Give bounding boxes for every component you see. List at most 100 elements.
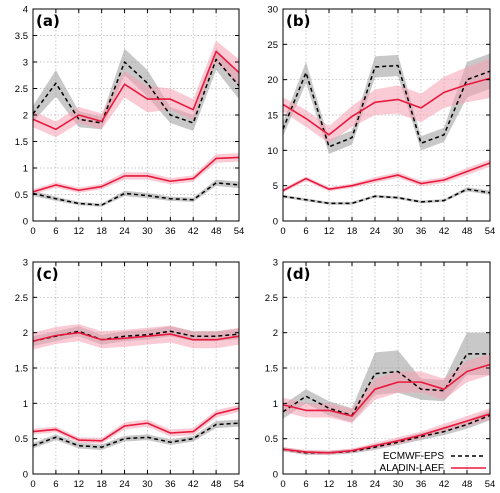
y-tick-label: 30 <box>267 5 278 16</box>
series-line-1 <box>32 50 240 131</box>
y-tick-label: 15 <box>267 111 278 122</box>
legend-label-ecmwf: ECMWF-EPS <box>383 451 444 462</box>
y-tick-label: 1.5 <box>15 364 28 375</box>
x-tick-label: 12 <box>324 479 335 490</box>
series-line-2 <box>282 414 491 454</box>
panel-label: (a) <box>36 12 60 30</box>
series-line-2 <box>32 422 240 448</box>
x-tick-label: 24 <box>119 479 130 490</box>
x-tick-label: 42 <box>188 479 199 490</box>
series-line-3 <box>32 407 240 442</box>
y-tick-label: 0 <box>23 217 28 228</box>
y-tick-label: 3 <box>273 258 278 269</box>
x-tick-label: 0 <box>280 479 285 490</box>
x-tick-label: 54 <box>485 479 496 490</box>
series-line-1 <box>282 363 491 417</box>
series-band-1 <box>283 353 490 424</box>
y-tick-label: 0.5 <box>15 434 28 445</box>
y-tick-label: 5 <box>273 181 278 192</box>
x-tick-label: 30 <box>393 226 404 237</box>
series-band-3 <box>33 153 239 195</box>
x-tick-label: 18 <box>347 479 358 490</box>
y-tick-label: 10 <box>267 146 278 157</box>
series-line-0 <box>282 64 491 148</box>
x-tick-label: 42 <box>439 479 450 490</box>
series-line-1 <box>32 331 240 342</box>
y-tick-label: 2 <box>23 328 28 339</box>
y-tick-label: 2 <box>273 328 278 339</box>
panel-label: (d) <box>286 265 310 283</box>
y-tick-label: 0 <box>23 470 28 481</box>
y-tick-label: 0.5 <box>265 434 278 445</box>
x-tick-label: 0 <box>30 226 35 237</box>
x-tick-label: 18 <box>96 479 107 490</box>
x-tick-label: 36 <box>165 479 176 490</box>
series-band-2 <box>33 419 239 450</box>
x-tick-label: 48 <box>211 479 222 490</box>
x-tick-label: 42 <box>439 226 450 237</box>
x-tick-label: 54 <box>485 226 496 237</box>
x-tick-label: 48 <box>462 226 473 237</box>
series-line-1 <box>282 77 491 136</box>
y-tick-label: 1 <box>23 164 28 175</box>
y-tick-label: 25 <box>267 40 278 51</box>
y-tick-label: 1 <box>273 399 278 410</box>
x-tick-label: 0 <box>280 226 285 237</box>
x-tick-label: 12 <box>73 226 84 237</box>
x-tick-label: 30 <box>142 226 153 237</box>
y-tick-label: 1.5 <box>15 137 28 148</box>
x-tick-label: 24 <box>370 226 381 237</box>
series-band-0 <box>283 53 490 154</box>
panel-1: 0 6 12 18 24 30 36 42 48 54 0 5 10 15 20 25 30 (b) <box>267 5 495 238</box>
series-line-3 <box>282 162 491 192</box>
x-tick-label: 12 <box>324 226 335 237</box>
y-tick-label: 3.5 <box>15 31 28 42</box>
y-tick-label: 1 <box>23 399 28 410</box>
x-tick-label: 12 <box>73 479 84 490</box>
series-line-2 <box>32 182 240 206</box>
legend-label-aladin: ALADIN-LAEF <box>380 463 444 474</box>
x-tick-label: 6 <box>53 479 58 490</box>
series-line-3 <box>282 413 491 454</box>
y-tick-label: 0 <box>273 470 278 481</box>
x-tick-label: 0 <box>30 479 35 490</box>
panel-label: (c) <box>36 265 59 283</box>
x-tick-label: 24 <box>370 479 381 490</box>
y-tick-label: 3 <box>23 258 28 269</box>
y-tick-label: 2.5 <box>265 293 278 304</box>
y-tick-label: 3 <box>23 58 28 69</box>
x-tick-label: 36 <box>165 226 176 237</box>
series-line-2 <box>282 188 491 205</box>
series-band-2 <box>33 179 239 207</box>
panel-3: 0 6 12 18 24 30 36 42 48 54 0 0.5 1 1.5 2 2.5 3 (d) <box>265 258 496 491</box>
series-band-3 <box>283 159 490 193</box>
x-tick-label: 6 <box>303 226 308 237</box>
series-line-3 <box>32 156 240 193</box>
series-line-0 <box>32 58 240 124</box>
y-tick-label: 2.5 <box>15 293 28 304</box>
series-band-1 <box>33 40 239 138</box>
y-tick-label: 1.5 <box>265 364 278 375</box>
x-tick-label: 24 <box>119 226 130 237</box>
x-tick-label: 54 <box>234 479 245 490</box>
y-tick-label: 20 <box>267 75 278 86</box>
y-tick-label: 2.5 <box>15 84 28 95</box>
y-tick-label: 0.5 <box>15 190 28 201</box>
y-tick-label: 2 <box>23 111 28 122</box>
x-tick-label: 42 <box>188 226 199 237</box>
x-tick-label: 18 <box>96 226 107 237</box>
series-line-0 <box>282 353 490 417</box>
x-tick-label: 48 <box>211 226 222 237</box>
y-tick-label: 4 <box>23 5 28 16</box>
x-tick-label: 18 <box>347 226 358 237</box>
x-tick-label: 48 <box>462 479 473 490</box>
panel-label: (b) <box>286 12 310 30</box>
x-tick-label: 6 <box>53 226 58 237</box>
y-tick-label: 0 <box>273 217 278 228</box>
x-tick-label: 30 <box>142 479 153 490</box>
x-tick-label: 30 <box>393 479 404 490</box>
series-band-2 <box>283 187 490 205</box>
legend: ECMWF-EPS ALADIN-LAEF <box>380 451 486 474</box>
